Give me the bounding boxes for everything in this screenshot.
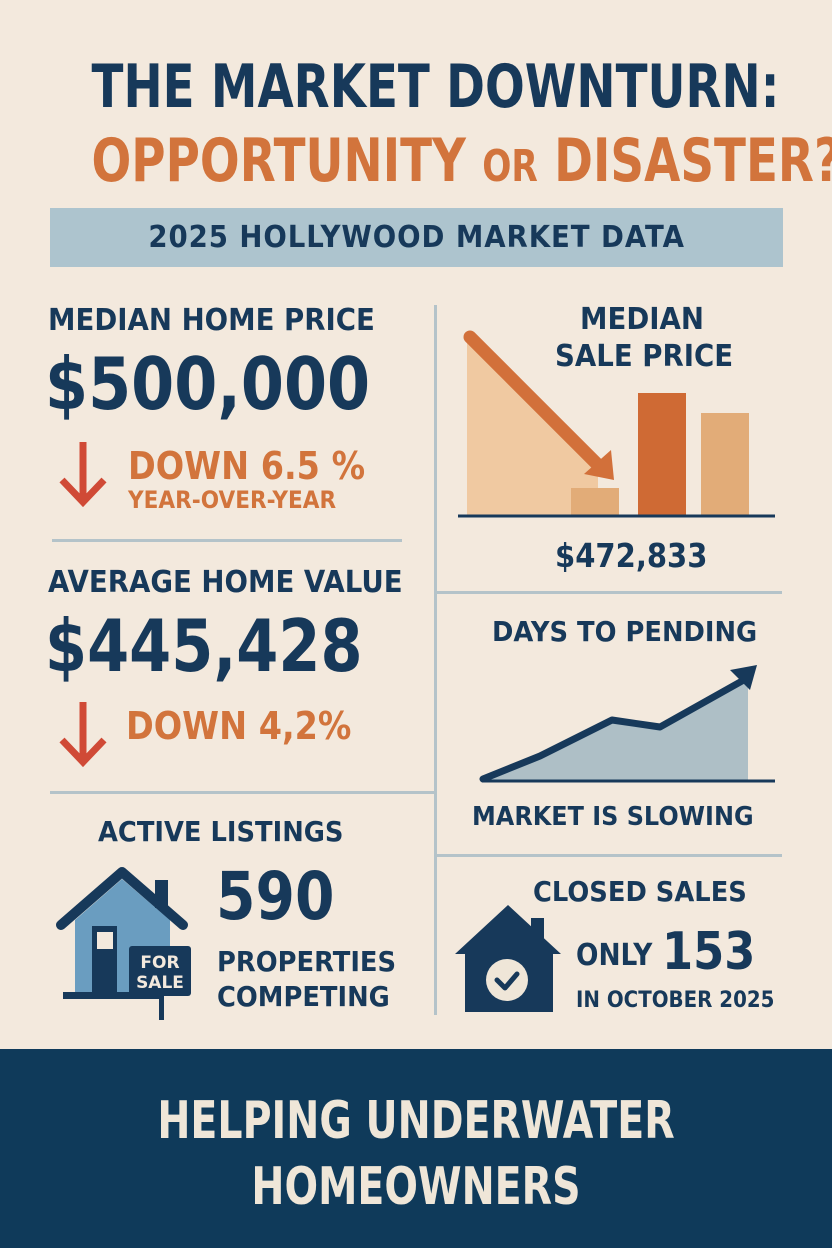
footer-line1: HELPING UNDERWATER [157,1091,675,1151]
footer-banner: HELPING UNDERWATER HOMEOWNERS [0,1049,832,1248]
average-home-value-change: DOWN 4,2% [126,704,352,748]
active-listings-caption-line1: PROPERTIES [217,945,397,978]
days-to-pending-caption: MARKET IS SLOWING [472,802,754,832]
divider-right-2 [436,854,782,857]
down-arrow-icon [59,702,107,768]
closed-sales-label: CLOSED SALES [533,875,747,908]
average-home-value-value: $445,428 [45,604,363,688]
house-check-icon [455,905,561,1012]
average-home-value-label: AVERAGE HOME VALUE [48,565,403,600]
page-title-line1: THE MARKET DOWNTURN: [91,52,780,122]
closed-sales-value: 153 [662,922,756,982]
down-arrow-icon [59,442,107,508]
closed-sales-caption: IN OCTOBER 2025 [576,988,775,1013]
house-for-sale-icon: FOR SALE [56,867,191,1020]
divider-left-2 [50,791,435,794]
median-home-price-label: MEDIAN HOME PRICE [48,303,375,338]
active-listings-label: ACTIVE LISTINGS [98,815,344,848]
title-disaster: DISASTER? [554,126,832,196]
title-opportunity: OPPORTUNITY [91,126,466,196]
title-or: OR [482,141,538,192]
for-sale-sign-line1: FOR [140,953,179,973]
median-home-price-value: $500,000 [45,342,371,426]
divider-right-1 [436,591,782,594]
active-listings-value: 590 [216,858,335,935]
closed-sales-prefix: ONLY [576,938,653,973]
footer-line2: HOMEOWNERS [251,1157,581,1217]
banner-text: 2025 HOLLYWOOD MARKET DATA [148,220,685,255]
days-to-pending-label: DAYS TO PENDING [492,615,758,648]
median-home-price-change-note: YEAR-OVER-YEAR [128,486,337,514]
median-sale-price-label-line1: MEDIAN [580,302,704,337]
divider-left-1 [52,539,402,542]
for-sale-sign-line2: SALE [136,973,184,993]
active-listings-caption-line2: COMPETING [217,980,390,1013]
median-home-price-change: DOWN 6.5 % [128,444,366,488]
median-sale-price-value: $472,833 [555,536,708,575]
median-sale-price-label-line2: SALE PRICE [555,339,734,374]
subtitle-banner: 2025 HOLLYWOOD MARKET DATA [50,208,783,267]
center-divider [434,305,437,1015]
page-title-line2: OPPORTUNITY OR DISASTER? [91,126,832,196]
